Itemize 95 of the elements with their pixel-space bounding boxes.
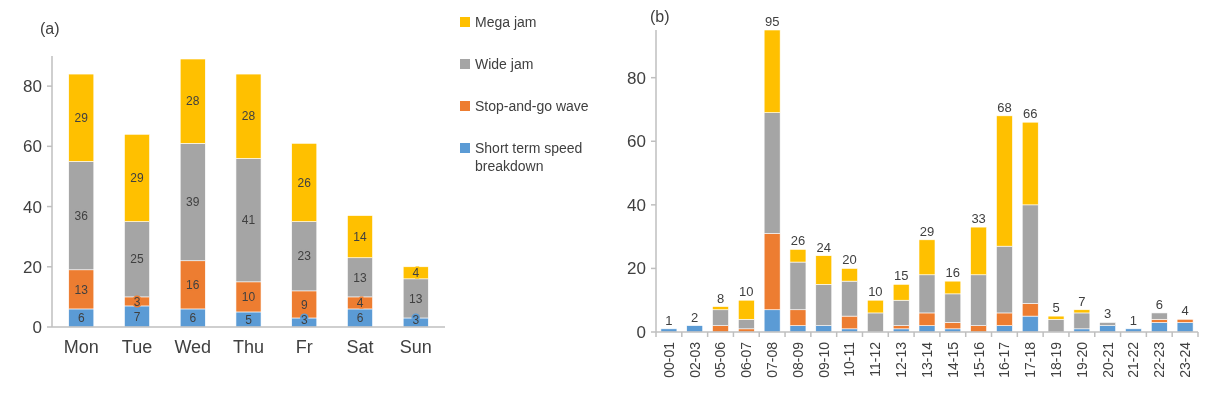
x-tick-label: 22-23	[1151, 341, 1168, 378]
data-label: 6	[189, 311, 197, 326]
total-label: 16	[945, 265, 961, 281]
total-label: 15	[893, 268, 909, 284]
data-label: 36	[74, 208, 89, 223]
total-label: 7	[1078, 293, 1086, 309]
total-label: 29	[919, 223, 935, 239]
total-label: 24	[816, 239, 831, 255]
x-tick-label: 13-14	[918, 341, 935, 378]
y-tick-label: 0	[636, 322, 646, 342]
data-label: 26	[297, 175, 312, 190]
x-tick-label: 06-07	[738, 341, 755, 378]
x-tick-label: 02-03	[686, 341, 703, 378]
y-tick-label: 80	[627, 68, 646, 88]
data-label: 10	[241, 290, 256, 305]
total-label: 5	[1052, 300, 1060, 316]
total-label: 8	[716, 290, 725, 306]
x-tick-label: 05-06	[712, 341, 729, 378]
total-label: 20	[842, 252, 857, 268]
x-tick-label: 08-09	[789, 341, 806, 378]
bar	[1047, 318, 1065, 332]
x-tick-label: Tue	[121, 337, 153, 357]
x-tick-label: 20-21	[1099, 341, 1116, 378]
x-tick-label: 16-17	[996, 341, 1013, 378]
legend-label: Stop-and-go wave	[475, 97, 589, 114]
legend-label: Wide jam	[475, 55, 534, 72]
bar	[1073, 312, 1091, 330]
x-tick-label: 21-22	[1125, 341, 1142, 378]
data-label: 9	[300, 297, 308, 312]
total-label: 3	[1104, 306, 1112, 322]
data-label: 3	[133, 294, 141, 309]
data-label: 28	[241, 109, 256, 124]
y-tick-label: 60	[23, 137, 42, 157]
data-label: 14	[353, 229, 367, 244]
total-label: 66	[1023, 106, 1038, 122]
bar	[660, 328, 678, 332]
chart-title: (b)	[650, 8, 670, 25]
total-label: 1	[665, 312, 673, 328]
total-label: 95	[764, 14, 780, 29]
y-tick-label: 60	[627, 132, 646, 152]
x-tick-label: 00-01	[660, 341, 677, 378]
data-label: 13	[74, 282, 89, 297]
x-tick-label: 10-11	[841, 341, 858, 377]
data-label: 5	[245, 312, 253, 327]
y-tick-label: 20	[23, 257, 42, 277]
total-label: 26	[790, 233, 806, 249]
x-tick-label: 09-10	[815, 341, 832, 378]
total-label: 4	[1181, 303, 1189, 319]
data-label: 16	[186, 278, 200, 293]
x-tick-label: 07-08	[764, 341, 781, 378]
x-tick-label: 18-19	[1047, 341, 1064, 378]
x-tick-label: Wed	[174, 337, 212, 357]
data-label: 29	[130, 171, 144, 186]
y-tick-label: 40	[23, 197, 42, 217]
total-label: 1	[1129, 312, 1138, 328]
total-label: 2	[691, 309, 699, 325]
total-label: 10	[868, 284, 883, 300]
x-tick-label: 14-15	[944, 341, 961, 378]
x-tick-label: 19-20	[1073, 341, 1090, 378]
data-label: 28	[186, 94, 200, 109]
x-tick-label: 12-13	[893, 341, 910, 378]
total-label: 33	[971, 211, 986, 227]
data-label: 13	[409, 291, 423, 306]
x-tick-label: 15-16	[970, 341, 987, 378]
y-tick-label: 80	[23, 77, 42, 97]
data-label: 6	[356, 311, 364, 326]
x-tick-label: 11-12	[867, 341, 884, 377]
x-tick-label: Sat	[346, 337, 374, 357]
data-label: 4	[412, 266, 420, 280]
x-tick-label: Thu	[232, 337, 265, 357]
legend-label: Mega jam	[475, 13, 537, 30]
y-tick-label: 40	[627, 195, 646, 215]
legend-label: Short term speed breakdown	[475, 139, 583, 174]
total-label: 68	[997, 99, 1012, 115]
data-label: 23	[297, 249, 312, 264]
data-label: 25	[130, 252, 144, 267]
y-tick-label: 20	[627, 259, 646, 279]
bar	[1150, 312, 1168, 320]
data-label: 13	[353, 270, 367, 285]
data-label: 4	[356, 296, 364, 311]
x-tick-label: 17-18	[1022, 341, 1039, 378]
y-tick-label: 0	[32, 317, 42, 337]
x-tick-label: Fr	[295, 337, 313, 357]
data-label: 7	[133, 309, 141, 324]
data-label: 39	[186, 195, 200, 210]
chart-title: (a)	[40, 20, 60, 37]
data-label: 41	[241, 213, 256, 228]
x-tick-label: Sun	[399, 337, 432, 357]
x-tick-label: 23-24	[1177, 341, 1193, 378]
total-label: 10	[739, 284, 754, 300]
data-label: 6	[77, 311, 85, 326]
bar	[686, 325, 704, 332]
x-tick-label: Mon	[63, 337, 99, 357]
total-label: 6	[1155, 296, 1163, 312]
data-label: 29	[74, 110, 89, 125]
